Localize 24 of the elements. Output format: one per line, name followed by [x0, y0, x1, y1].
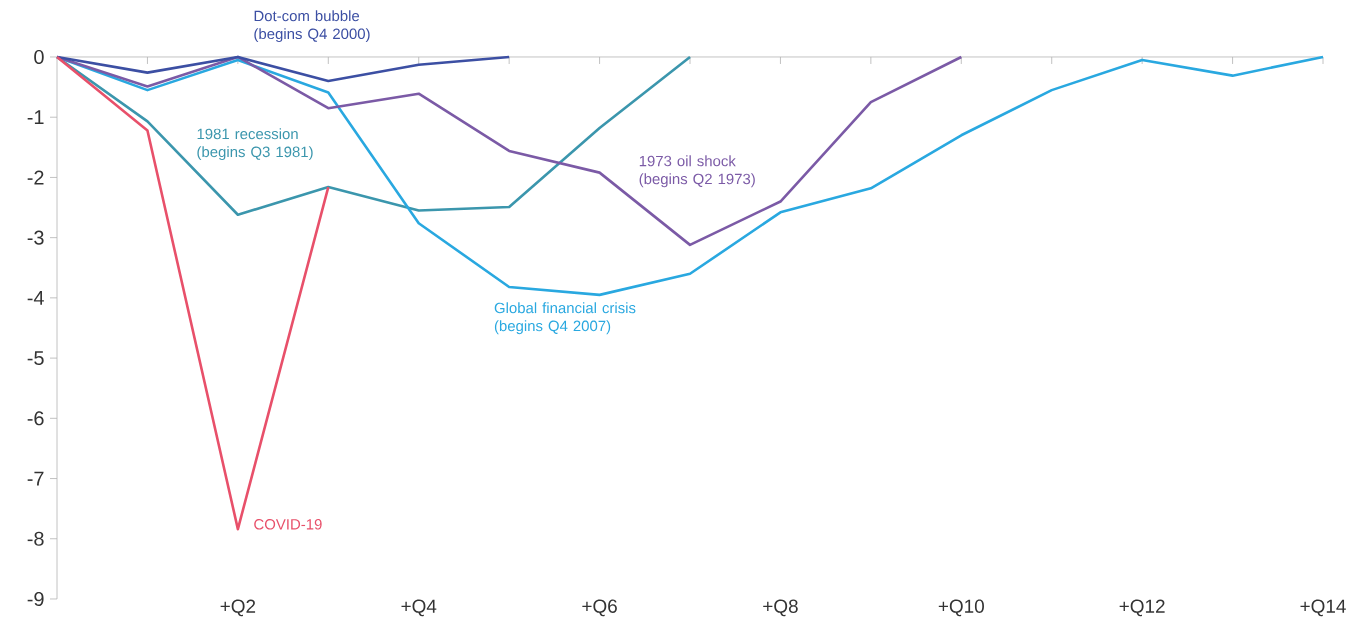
series-label: Global financial crisis (begins Q4 2007)	[494, 302, 636, 335]
line-series	[55, 55, 330, 531]
y-tick-label: -2	[27, 170, 44, 185]
x-tick-label: +Q12	[1119, 599, 1165, 617]
series-label: 1981 recession (begins Q3 1981)	[197, 128, 313, 161]
y-tick-label: -4	[27, 291, 44, 305]
y-tick-label: -1	[27, 110, 44, 125]
y-tick-label: 0	[34, 49, 44, 65]
x-tick-label: +Q4	[401, 599, 437, 617]
y-tick-label: -6	[27, 411, 44, 426]
series-label: COVID-19	[254, 519, 322, 530]
y-tick-label: -8	[27, 531, 44, 546]
line-series	[55, 55, 511, 83]
series-label: Dot-com bubble (begins Q4 2000)	[254, 10, 370, 43]
x-tick-label: +Q8	[763, 599, 798, 617]
x-tick-label: +Q14	[1300, 599, 1346, 617]
y-tick-label: -3	[27, 230, 44, 245]
series-label: 1973 oil shock (begins Q2 1973)	[639, 155, 755, 188]
x-tick-label: +Q2	[220, 599, 256, 617]
x-tick-label: +Q6	[582, 599, 617, 617]
y-tick-label: -9	[27, 591, 44, 607]
y-tick-label: -7	[27, 471, 44, 486]
x-tick-label: +Q10	[938, 599, 984, 617]
y-tick-label: -5	[27, 351, 44, 366]
